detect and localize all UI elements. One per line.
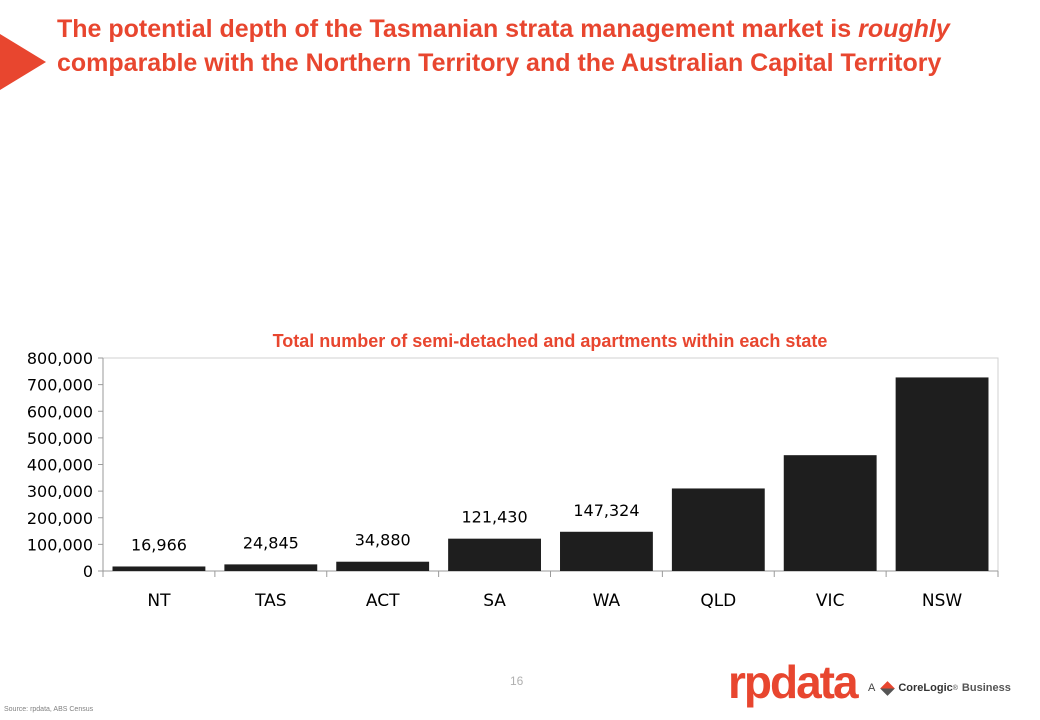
x-tick-label: VIC: [816, 591, 845, 611]
rpdata-logo: rpdata: [728, 656, 859, 708]
bar-chart: 0 100,000 200,000 300,000 400,000 500,000 600,…: [27, 349, 999, 611]
slide-title: The potential depth of the Tasmanian str…: [57, 12, 1017, 80]
y-tick-label: 600,000: [27, 402, 93, 421]
data-label: 147,324: [573, 501, 639, 520]
corelogic-cube-icon: [880, 680, 896, 696]
x-tick-label: ACT: [366, 591, 400, 611]
data-label: 34,880: [355, 531, 411, 550]
bar-act: [336, 561, 430, 571]
data-label: 24,845: [243, 533, 299, 552]
x-tick-label: NSW: [922, 591, 963, 611]
y-tick-label: 100,000: [27, 535, 93, 554]
y-tick-label: 400,000: [27, 456, 93, 475]
y-tick-label: 200,000: [27, 509, 93, 528]
x-tick-label: QLD: [700, 591, 736, 611]
source-note: Source: rpdata, ABS Census: [4, 706, 94, 713]
title-arrow-marker: [0, 34, 46, 90]
tagline-prefix: A: [868, 682, 876, 694]
tagline-mark: ®: [952, 684, 958, 692]
tagline-brand: CoreLogic: [898, 682, 953, 694]
y-tick-label: 300,000: [27, 482, 93, 501]
slide-title-part2: comparable with the Northern Territory a…: [57, 49, 942, 77]
bar-wa: [560, 531, 653, 571]
x-tick-label: WA: [593, 591, 621, 611]
bar-vic: [783, 455, 877, 571]
y-tick-label: 700,000: [27, 376, 93, 395]
data-label: 121,430: [461, 508, 527, 527]
y-tick-label: 800,000: [27, 349, 93, 368]
tagline-suffix: Business: [961, 682, 1011, 694]
data-label: 16,966: [131, 535, 187, 554]
chart-title: Total number of semi-detached and apartm…: [272, 331, 828, 351]
page-number: 16: [510, 674, 524, 688]
bar-sa: [448, 538, 541, 571]
bar-nt: [112, 566, 206, 571]
bar-tas: [224, 564, 318, 571]
slide-title-part1: The potential depth of the Tasmanian str…: [57, 15, 859, 43]
corelogic-tagline: A CoreLogic ® Business: [868, 678, 1011, 698]
slide-title-emphasis: roughly: [858, 15, 950, 43]
bar-qld: [671, 488, 765, 571]
y-tick-label: 500,000: [27, 429, 93, 448]
y-tick-label: 0: [83, 562, 93, 581]
x-tick-label: TAS: [254, 591, 287, 611]
x-tick-label: NT: [147, 591, 171, 611]
bar-nsw: [895, 377, 989, 571]
x-tick-label: SA: [483, 591, 506, 611]
